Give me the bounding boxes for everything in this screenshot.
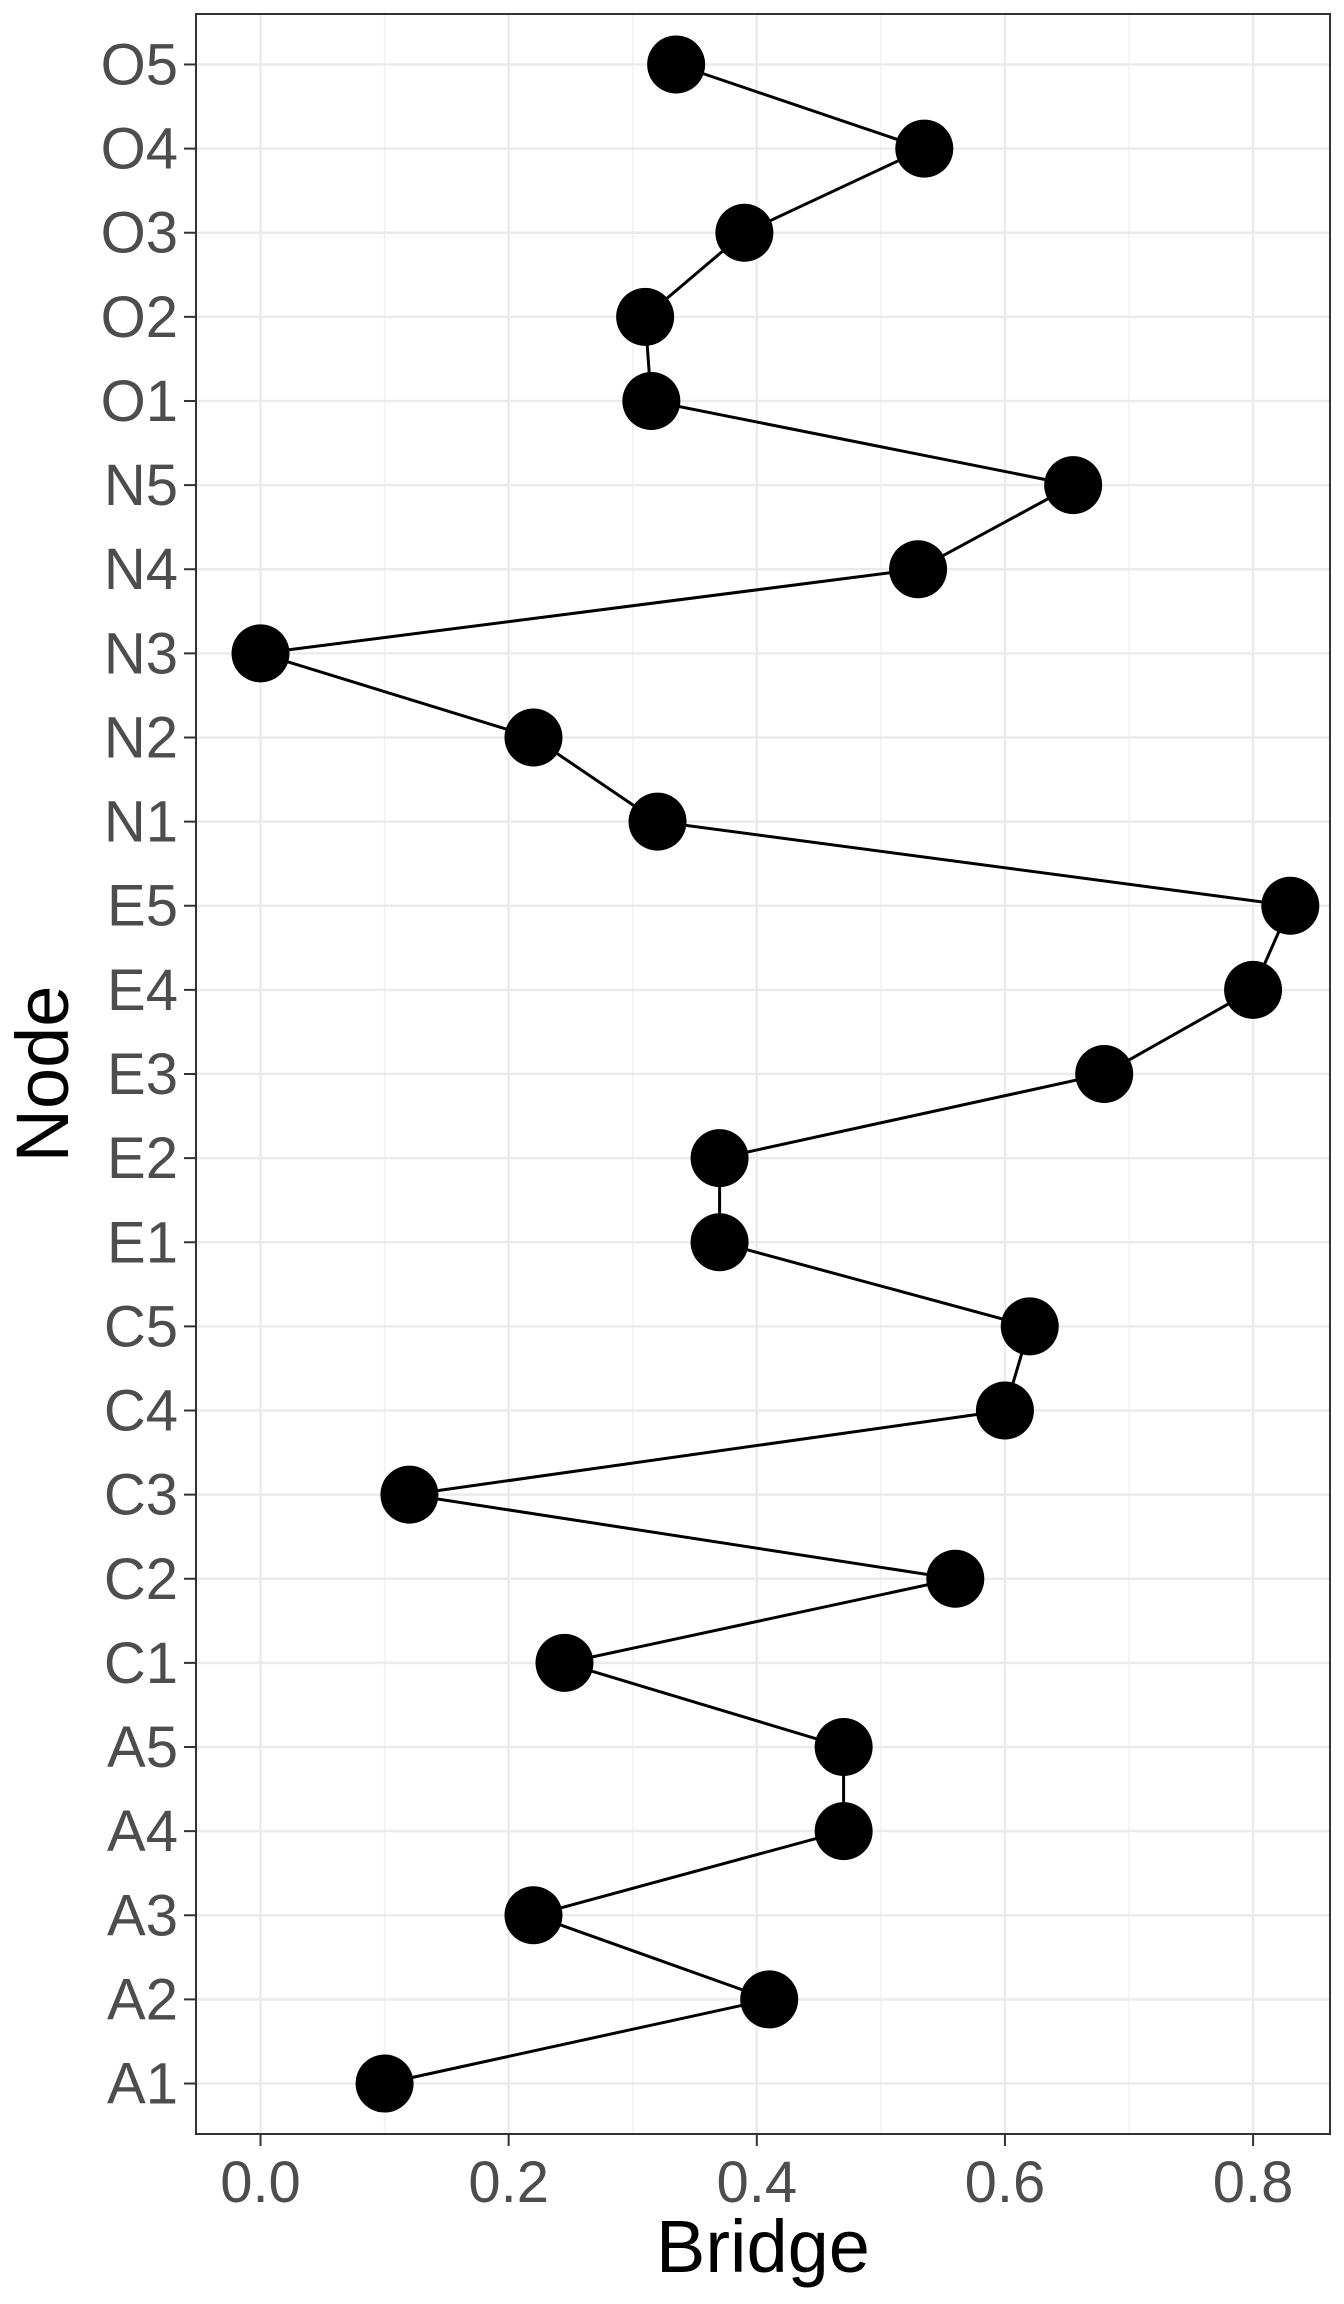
y-tick-label: N3 [104,621,178,686]
y-tick-label: O5 [101,32,178,97]
data-point [535,1633,594,1692]
y-tick-label: O3 [101,201,178,266]
data-point [647,35,706,94]
x-tick-label: 0.4 [716,2150,797,2215]
y-tick-label: E4 [107,958,178,1023]
data-point [380,1465,439,1524]
x-axis-title: Bridge [656,2205,870,2288]
y-tick-label: C1 [104,1631,178,1696]
data-point [715,203,774,262]
y-tick-label: E1 [107,1210,178,1275]
y-axis-ticks: A1 A2 A3 A4 A5 C1 C2 C3 C4 C5 E1 E2 E3 E4 E5 N1 N2 N3 N4 N5… [101,32,196,2117]
data-point [1044,456,1103,515]
data-point [355,2054,414,2113]
data-point [690,1129,749,1188]
data-point [1075,1045,1134,1103]
x-tick-label: 0.0 [220,2150,301,2215]
y-tick-label: C2 [104,1547,178,1612]
y-tick-label: N5 [104,453,178,518]
y-tick-label: A1 [107,2052,178,2117]
data-point [504,708,563,767]
data-point [895,119,954,178]
y-tick-label: N2 [104,705,178,770]
data-point [616,287,675,346]
x-axis-ticks: 0.0 0.2 0.4 0.6 0.8 [220,2134,1293,2215]
y-tick-label: C4 [104,1379,178,1444]
data-point [628,792,687,851]
y-tick-label: C3 [104,1463,178,1528]
data-point [622,371,681,430]
y-tick-label: A2 [107,1967,178,2032]
y-tick-label: O2 [101,285,178,350]
y-tick-label: A4 [107,1799,178,1864]
y-tick-label: A3 [107,1883,178,1948]
y-tick-label: N4 [104,537,178,602]
data-points [231,35,1320,2113]
y-tick-label: C5 [104,1294,178,1359]
data-point [1261,876,1320,935]
y-tick-label: A5 [107,1715,178,1780]
x-tick-label: 0.2 [468,2150,549,2215]
data-point [975,1381,1034,1440]
data-point [814,1718,873,1777]
y-tick-label: E3 [107,1042,178,1107]
y-tick-label: O4 [101,117,178,182]
data-point [740,1970,799,2029]
data-point [504,1886,563,1945]
y-tick-label: N1 [104,790,178,855]
y-tick-label: O1 [101,369,178,434]
data-point [926,1549,985,1608]
x-tick-label: 0.6 [965,2150,1046,2215]
data-point [1224,960,1283,1019]
data-point [1000,1297,1059,1356]
data-point [814,1802,873,1861]
y-tick-label: E5 [107,874,178,939]
data-point [690,1213,749,1272]
y-axis-title: Node [1,986,84,1163]
x-tick-label: 0.8 [1213,2150,1294,2215]
data-point [889,540,948,599]
y-tick-label: E2 [107,1126,178,1191]
data-point [231,624,290,683]
